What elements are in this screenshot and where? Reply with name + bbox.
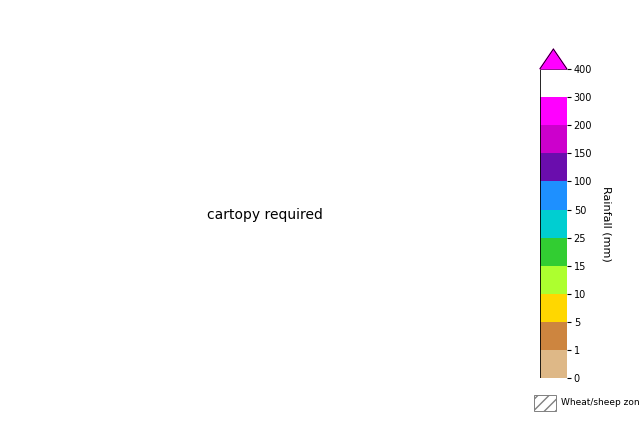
Text: cartopy required: cartopy required (207, 208, 323, 222)
Text: Wheat/sheep zone: Wheat/sheep zone (561, 398, 639, 407)
Bar (534, 395, 556, 411)
Bar (540, 350, 567, 378)
Bar (540, 266, 567, 294)
Bar (540, 125, 567, 153)
Bar (540, 153, 567, 181)
Bar (540, 97, 567, 125)
Polygon shape (540, 49, 567, 69)
Bar (540, 181, 567, 209)
Bar (540, 238, 567, 266)
Bar (540, 322, 567, 350)
Bar (540, 294, 567, 322)
Bar (540, 209, 567, 238)
Y-axis label: Rainfall (mm): Rainfall (mm) (602, 186, 612, 261)
